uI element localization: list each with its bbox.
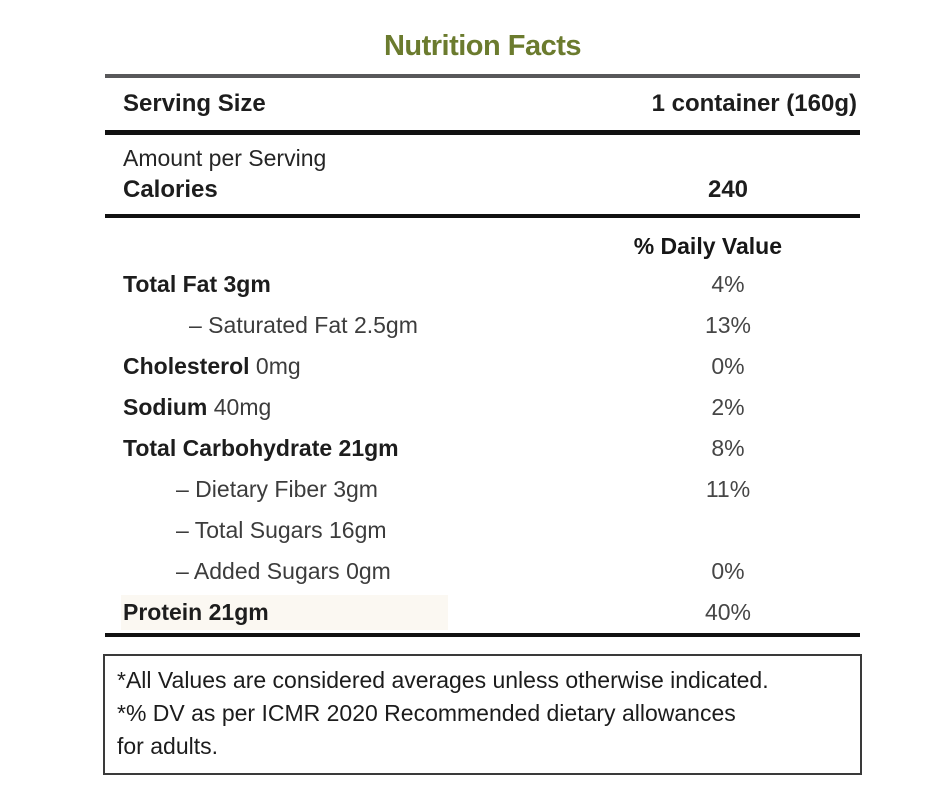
nutrient-name: Total Carbohydrate [123,435,333,461]
nutrient-name: – Dietary Fiber [176,476,327,502]
nutrient-name: Cholesterol [123,353,250,379]
nutrient-row: – Dietary Fiber 3gm 11% [105,469,860,510]
nutrient-name: Total Fat [123,271,218,297]
nutrient-name: – Total Sugars [176,517,323,543]
footnote-line: for adults. [117,733,218,759]
nutrient-name: – Added Sugars [176,558,340,584]
page-title: Nutrition Facts [383,30,582,62]
daily-value-header: % Daily Value [633,232,782,259]
nutrient-row: – Added Sugars 0gm 0% [105,551,860,592]
nutrient-table: Total Fat 3gm 4% – Saturated Fat 2.5gm 1… [105,264,860,633]
nutrient-daily-value: 4% [711,271,745,297]
nutrient-daily-value: 2% [711,394,745,420]
nutrient-row: – Saturated Fat 2.5gm 13% [105,305,860,346]
nutrient-daily-value: 0% [711,353,745,379]
calories-label: Calories [123,176,218,203]
nutrient-amount: 21gm [338,435,399,461]
nutrient-daily-value: 13% [704,312,752,338]
serving-size-value: 1 container (160g) [651,90,857,117]
nutrient-row: Total Carbohydrate 21gm 8% [105,428,860,469]
nutrient-amount: 0mg [255,353,301,379]
serving-size-label: Serving Size [123,90,266,117]
nutrient-row: Protein 21gm 40% [105,592,860,633]
calories-value: 240 [707,176,749,203]
nutrient-name: – Saturated Fat [189,312,348,338]
nutrient-daily-value: 0% [711,558,745,584]
nutrient-name: Sodium [123,394,208,420]
nutrient-amount: 3gm [333,476,378,502]
footnote-box: *All Values are considered averages unle… [103,654,862,775]
nutrient-row: Cholesterol 0mg 0% [105,346,860,387]
footnote-line: *% DV as per ICMR 2020 Recommended dieta… [117,700,736,726]
divider-under-calories [105,214,860,218]
nutrient-amount: 16gm [329,517,387,543]
nutrient-amount: 21gm [208,599,269,625]
nutrient-amount: 0gm [346,558,391,584]
calories-row: Calories 240 [105,172,860,208]
nutrient-row: Total Fat 3gm 4% [105,264,860,305]
nutrient-daily-value: 40% [704,599,752,625]
serving-size-row: Serving Size 1 container (160g) [105,78,860,130]
nutrient-row: Sodium 40mg 2% [105,387,860,428]
divider-bottom [105,633,860,637]
nutrient-name: Protein [123,599,203,625]
nutrient-row: – Total Sugars 16gm [105,510,860,551]
nutrient-amount: 2.5gm [353,312,418,338]
nutrient-daily-value: 8% [711,435,745,461]
divider-under-title [105,74,860,78]
footnote-line: *All Values are considered averages unle… [117,667,769,693]
nutrient-daily-value: 11% [705,476,751,502]
amount-per-serving-label: Amount per Serving [123,145,327,171]
divider-under-serving [105,130,860,135]
nutrient-amount: 3gm [223,271,271,297]
nutrient-amount: 40mg [213,394,272,420]
nutrition-label: Nutrition Facts Serving Size 1 container… [105,0,860,637]
